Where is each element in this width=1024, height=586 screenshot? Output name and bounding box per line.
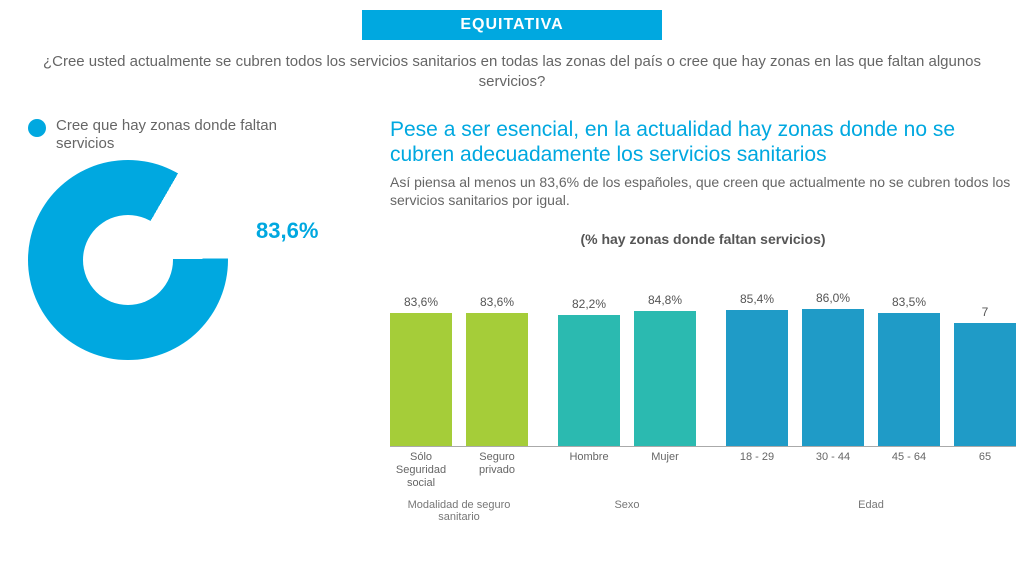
bar xyxy=(634,311,696,447)
bar-axis-label: Hombre xyxy=(558,451,620,489)
bar-axis-label: 65 xyxy=(954,451,1016,489)
bar-value-label: 83,6% xyxy=(480,295,514,309)
bar-axis-label: 18 - 29 xyxy=(726,451,788,489)
group-label: Edad xyxy=(726,499,1016,523)
bar xyxy=(390,313,452,447)
bar-chart-axis-labels: Sólo Seguridad social Seguro privado Hombr… xyxy=(390,451,1016,489)
donut-chart: 83,6% xyxy=(28,160,390,360)
bar-chart: 83,6% 83,6% 82,2% 84,8% 85,4% 86,0% 83,5% 7 xyxy=(390,257,1016,447)
donut-hole xyxy=(83,215,173,305)
bar xyxy=(726,310,788,447)
bar-axis-label: 30 - 44 xyxy=(802,451,864,489)
bar-value-label: 82,2% xyxy=(572,297,606,311)
bar-value-label: 83,6% xyxy=(404,295,438,309)
content-row: Cree que hay zonas donde faltan servicio… xyxy=(0,111,1024,524)
axis-group: Sólo Seguridad social Seguro privado xyxy=(390,451,528,489)
bar-value-label: 7 xyxy=(982,305,989,319)
bar-axis-label: Seguro privado xyxy=(466,451,528,489)
bar-axis-label: Mujer xyxy=(634,451,696,489)
bar-axis-label: 45 - 64 xyxy=(878,451,940,489)
bar-item: 85,4% xyxy=(726,292,788,447)
donut-legend: Cree que hay zonas donde faltan servicio… xyxy=(28,117,390,155)
bar-item: 83,6% xyxy=(466,295,528,447)
bar xyxy=(954,323,1016,446)
group-label: Modalidad de seguro sanitario xyxy=(390,499,528,523)
bar-value-label: 83,5% xyxy=(892,295,926,309)
headline-text: Pese a ser esencial, en la actualidad ha… xyxy=(390,117,1016,167)
bar xyxy=(558,315,620,447)
bar-item: 83,6% xyxy=(390,295,452,447)
axis-group: 18 - 29 30 - 44 45 - 64 65 xyxy=(726,451,1016,489)
bar-item: 83,5% xyxy=(878,295,940,447)
donut-legend-label: Cree que hay zonas donde faltan servicio… xyxy=(56,117,316,155)
bar-item: 86,0% xyxy=(802,291,864,447)
bar xyxy=(878,313,940,447)
bar-chart-group-labels: Modalidad de seguro sanitario Sexo Edad xyxy=(390,499,1016,523)
bar-group: 83,6% 83,6% xyxy=(390,295,528,447)
bar-group: 82,2% 84,8% xyxy=(558,293,696,447)
text-and-chart-panel: Pese a ser esencial, en la actualidad ha… xyxy=(390,117,1016,524)
bar-item: 82,2% xyxy=(558,297,620,447)
bar xyxy=(802,309,864,447)
bar-value-label: 86,0% xyxy=(816,291,850,305)
subhead-text: Así piensa al menos un 83,6% de los espa… xyxy=(390,173,1016,209)
section-banner: EQUITATIVA xyxy=(362,10,662,40)
bar-value-label: 85,4% xyxy=(740,292,774,306)
donut-panel: Cree que hay zonas donde faltan servicio… xyxy=(28,117,390,524)
group-label: Sexo xyxy=(558,499,696,523)
legend-dot-icon xyxy=(28,119,46,137)
bar xyxy=(466,313,528,447)
bar-axis-label: Sólo Seguridad social xyxy=(390,451,452,489)
bar-group: 85,4% 86,0% 83,5% 7 xyxy=(726,291,1016,447)
bar-item: 7 xyxy=(954,305,1016,446)
survey-question: ¿Cree usted actualmente se cubren todos … xyxy=(0,52,1024,111)
axis-group: Hombre Mujer xyxy=(558,451,696,489)
bar-item: 84,8% xyxy=(634,293,696,447)
bar-chart-title: (% hay zonas donde faltan servicios) xyxy=(390,231,1016,247)
donut-percent-label: 83,6% xyxy=(256,218,318,244)
bar-value-label: 84,8% xyxy=(648,293,682,307)
